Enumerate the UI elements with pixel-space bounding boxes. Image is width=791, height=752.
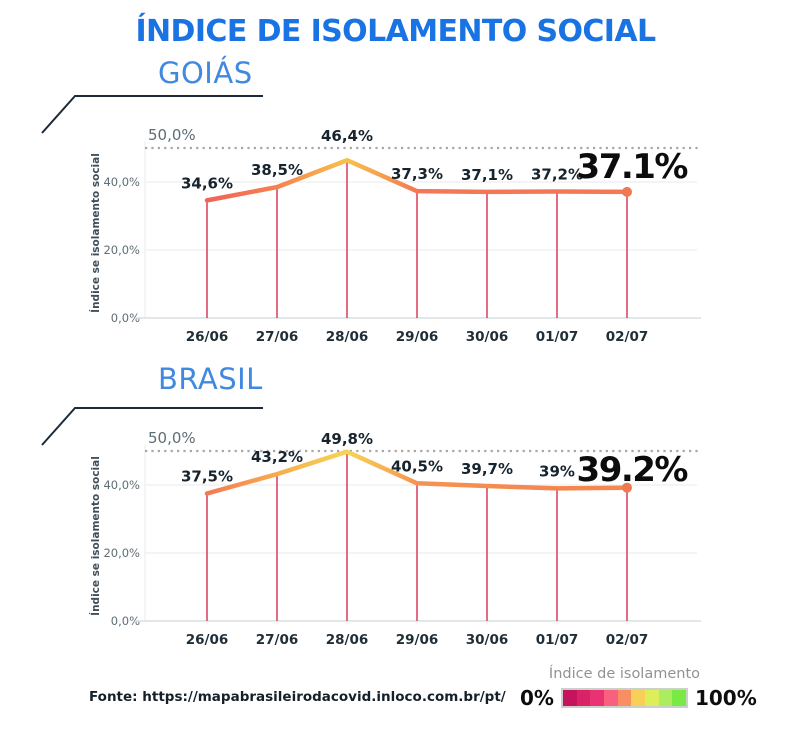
page-title: ÍNDICE DE ISOLAMENTO SOCIAL (135, 14, 656, 49)
chart-goias: 0,0% 20,0% 40,0% 50,0% 34,6% 38,5% 46,4% 37,3% 3… (85, 108, 785, 358)
section-heading-goias: GOIÁS (158, 56, 253, 90)
legend-color-segment (617, 690, 632, 706)
y-axis-title: Índice se isolamento social (89, 153, 102, 313)
x-axis-label: 30/06 (466, 329, 509, 345)
point-value-label: 49,8% (321, 430, 373, 448)
source-text: Fonte: https://mapabrasileirodacovid.inl… (89, 689, 506, 705)
legend-color-segment (658, 690, 673, 706)
legend-color-segment (645, 690, 659, 706)
x-axis-label: 30/06 (466, 632, 509, 648)
decor-slash-goias (41, 95, 263, 134)
legend-color-segment (672, 690, 687, 706)
y-tick-label: 40,0% (103, 175, 140, 189)
point-value-label: 43,2% (251, 448, 303, 466)
goias-line-chart: 0,0% 20,0% 40,0% 50,0% 34,6% 38,5% 46,4% 37,3% 3… (89, 126, 701, 345)
final-value-label: 39.2% (577, 450, 688, 490)
brasil-line-chart: 0,0% 20,0% 40,0% 50,0% 37,5% 43,2% 49,8% 40,5% 3… (89, 429, 701, 648)
x-axis-label: 27/06 (256, 632, 299, 648)
last-point-marker (622, 482, 632, 493)
legend-gradient-bar (560, 688, 688, 708)
x-axis-label: 28/06 (326, 329, 369, 345)
reference-line-label: 50,0% (148, 429, 196, 447)
legend-color-segment (631, 690, 645, 706)
x-axis-label: 29/06 (396, 632, 439, 648)
point-value-label: 37,1% (461, 166, 513, 184)
y-tick-label: 40,0% (103, 478, 140, 492)
point-value-label: 37,3% (391, 165, 443, 183)
y-tick-label: 20,0% (103, 243, 140, 257)
x-axis-label: 27/06 (256, 329, 299, 345)
x-axis-label: 01/07 (536, 329, 579, 345)
point-value-label: 46,4% (321, 127, 373, 145)
x-axis-label: 26/06 (186, 329, 229, 345)
x-axis-label: 02/07 (606, 632, 649, 648)
legend-max-label: 100% (694, 686, 757, 710)
x-axis-label: 02/07 (606, 329, 649, 345)
point-value-label: 38,5% (251, 161, 303, 179)
reference-line-label: 50,0% (148, 126, 196, 144)
last-point-marker (622, 186, 632, 197)
legend-color-segment (576, 690, 591, 706)
legend-color-segment (590, 690, 604, 706)
y-tick-label: 20,0% (103, 546, 140, 560)
legend-color-segment (562, 690, 577, 706)
y-tick-label: 0,0% (111, 614, 140, 628)
point-value-label: 34,6% (181, 174, 233, 192)
legend-title: Índice de isolamento (548, 666, 701, 682)
chart-brasil: 0,0% 20,0% 40,0% 50,0% 37,5% 43,2% 49,8% 40,5% 3… (85, 411, 785, 661)
x-axis-label: 29/06 (396, 329, 439, 345)
legend-color-segment (603, 690, 618, 706)
isolation-index-line (204, 449, 630, 496)
decor-slash-brasil (41, 407, 263, 446)
legend-min-label: 0% (520, 686, 554, 710)
x-axis-label: 01/07 (536, 632, 579, 648)
color-scale-legend: Índice de isolamento 0% 100% (520, 666, 757, 710)
point-value-label: 39,7% (461, 460, 513, 478)
final-value-label: 37.1% (577, 147, 688, 187)
point-value-label: 39% (539, 462, 575, 480)
y-tick-label: 0,0% (111, 311, 140, 325)
y-axis-title: Índice se isolamento social (89, 456, 102, 616)
section-heading-brasil: BRASIL (158, 362, 263, 396)
x-axis-label: 26/06 (186, 632, 229, 648)
point-value-label: 37,2% (531, 166, 583, 184)
point-value-label: 37,5% (181, 468, 233, 486)
isolation-index-line (204, 157, 630, 203)
point-value-label: 40,5% (391, 457, 443, 475)
x-axis-label: 28/06 (326, 632, 369, 648)
